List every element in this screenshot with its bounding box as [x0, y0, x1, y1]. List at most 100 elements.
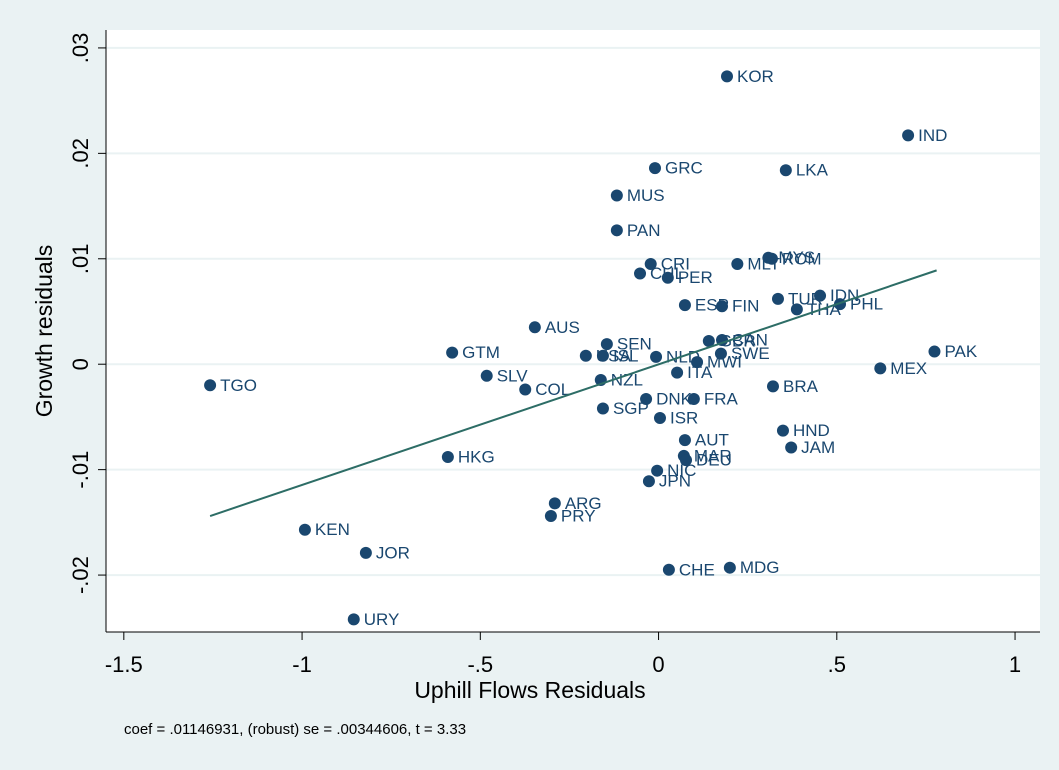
point [721, 70, 734, 83]
x-tick-label: -1.5 [105, 652, 143, 677]
point [446, 346, 459, 359]
x-tick-label: 1 [1009, 652, 1021, 677]
point-label: MWI [707, 353, 742, 372]
point [678, 299, 691, 312]
point-label: GTM [462, 343, 500, 362]
point-label: JOR [376, 543, 410, 562]
point [204, 379, 217, 392]
point [640, 393, 653, 406]
point-label: MYS [778, 248, 815, 267]
point-label: CRI [661, 255, 690, 274]
point [776, 424, 789, 437]
point-label: GBR [719, 332, 756, 351]
point-label: FRA [704, 389, 739, 408]
x-tick-label: 0 [652, 652, 664, 677]
y-tick-label: -.02 [68, 556, 93, 594]
point [714, 347, 727, 360]
point [648, 162, 661, 175]
point-label: BRA [783, 377, 819, 396]
point-label: SGP [613, 399, 649, 418]
point [651, 464, 664, 477]
point [662, 563, 675, 576]
point-label: ROM [782, 249, 822, 268]
point [519, 383, 532, 396]
point-label: CAN [732, 330, 768, 349]
x-axis-title: Uphill Flows Residuals [414, 677, 645, 703]
point-label: URY [364, 610, 400, 629]
point [814, 289, 827, 302]
point [642, 475, 655, 488]
point [680, 454, 693, 467]
point-label: ISL [613, 346, 639, 365]
point-label: AUT [695, 431, 729, 450]
point-label: HND [793, 421, 830, 440]
point-label: ARG [565, 494, 602, 513]
x-tick-label: -.5 [467, 652, 493, 677]
point [610, 189, 623, 202]
point-label: IND [918, 126, 947, 145]
point-label: CHE [679, 560, 715, 579]
point-label: MUS [627, 186, 665, 205]
point-label: MAR [694, 446, 732, 465]
point [610, 224, 623, 237]
point-label: AUS [545, 318, 580, 337]
point [687, 393, 700, 406]
point-label: ISR [670, 408, 698, 427]
point [600, 338, 613, 351]
point [779, 164, 792, 177]
point [634, 267, 647, 280]
point-label: ITA [687, 363, 713, 382]
point-label: SLV [497, 366, 529, 385]
point [765, 252, 778, 265]
point [771, 292, 784, 305]
x-tick-label: .5 [828, 652, 846, 677]
point-label: JAM [801, 438, 835, 457]
point [596, 402, 609, 415]
point-label: SEN [617, 335, 652, 354]
point-label: HKG [458, 447, 495, 466]
point-label: DEU [696, 451, 732, 470]
point [702, 335, 715, 348]
y-tick-label: .01 [68, 243, 93, 274]
point [298, 523, 311, 536]
point-label: COL [535, 380, 570, 399]
point [790, 303, 803, 316]
point-label: MEX [890, 359, 927, 378]
point-label: KOR [737, 67, 774, 86]
point [691, 356, 704, 369]
y-tick-label: .02 [68, 138, 93, 169]
point [644, 258, 657, 271]
point [528, 321, 541, 334]
point [785, 441, 798, 454]
y-axis-title: Growth residuals [31, 245, 57, 418]
point-label: GRC [665, 159, 703, 178]
note: coef = .01146931, (robust) se = .0034460… [124, 721, 466, 738]
point [347, 613, 360, 626]
y-tick-label: .03 [68, 33, 93, 64]
point [650, 350, 663, 363]
point [661, 271, 674, 284]
point-label: NZL [611, 371, 643, 390]
plot-area [106, 30, 1040, 632]
point [653, 411, 666, 424]
point [441, 450, 454, 463]
point-label: MLT [747, 255, 780, 274]
point [902, 129, 915, 142]
point [723, 561, 736, 574]
fit-line [209, 269, 937, 517]
point [596, 349, 609, 362]
point [874, 362, 887, 375]
point-label: MDG [740, 558, 780, 577]
point-label: PHL [850, 295, 883, 314]
y-tick-label: -.01 [68, 451, 93, 489]
point-label: SWE [731, 344, 770, 363]
point [766, 380, 779, 393]
point-label: DNK [656, 389, 693, 408]
x-tick-label: -1 [292, 652, 312, 677]
point [548, 497, 561, 510]
point-label: NIC [667, 461, 696, 480]
point [544, 510, 557, 523]
point-label: JPN [659, 472, 691, 491]
